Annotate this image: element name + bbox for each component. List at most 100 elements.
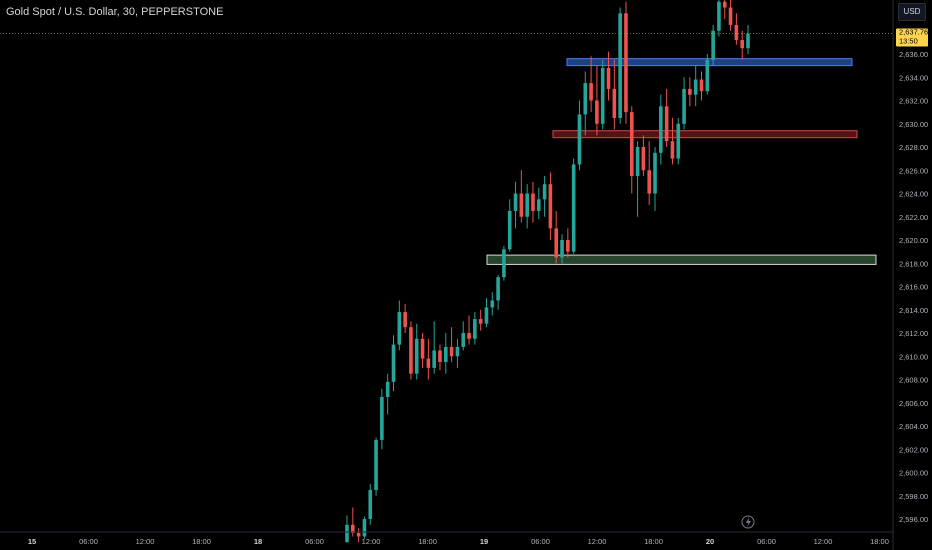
candle <box>635 141 640 217</box>
candle-body <box>374 439 378 490</box>
candle <box>519 170 524 223</box>
candle-body <box>618 13 622 118</box>
candle-body <box>595 100 599 124</box>
price-tick-label: 2,616.00 <box>899 283 928 292</box>
candle-body <box>525 193 529 217</box>
candle-body <box>467 333 471 339</box>
candlestick-series <box>345 0 750 543</box>
candle-body <box>362 519 367 537</box>
time-tick-label: 20 <box>706 537 714 546</box>
candle-body <box>391 344 396 382</box>
candle <box>490 292 495 316</box>
candle <box>647 141 652 206</box>
time-tick-label: 18:00 <box>644 537 663 546</box>
candle <box>362 516 367 539</box>
price-tick-label: 2,618.00 <box>899 259 928 268</box>
candle-body <box>560 240 564 258</box>
red-zone[interactable] <box>552 130 858 139</box>
time-tick-label: 06:00 <box>757 537 776 546</box>
price-tick-label: 2,622.00 <box>899 213 928 222</box>
candle <box>403 303 407 333</box>
candle <box>722 0 727 20</box>
lightning-icon[interactable] <box>741 515 755 529</box>
candle <box>560 234 564 264</box>
candle-body <box>670 141 675 159</box>
candle <box>554 210 559 264</box>
candle-body <box>676 123 681 159</box>
candle <box>577 100 582 171</box>
candle <box>624 1 628 124</box>
price-zones <box>486 58 877 265</box>
candle <box>432 321 436 374</box>
last-price-label: 2,637.76 13:50 <box>896 28 928 47</box>
candle-body <box>496 277 500 301</box>
candle <box>409 321 413 380</box>
candle <box>345 515 349 543</box>
time-tick-label: 18:00 <box>418 537 437 546</box>
candle <box>449 327 454 363</box>
green-zone[interactable] <box>486 254 877 265</box>
candle <box>734 13 739 45</box>
candle <box>746 24 750 54</box>
candle <box>612 59 617 130</box>
candle-body <box>438 350 442 363</box>
candle-body <box>473 319 477 339</box>
candle <box>740 30 744 60</box>
candle <box>589 56 593 113</box>
candle-body <box>688 88 692 95</box>
candle <box>478 309 483 331</box>
price-tick-label: 2,608.00 <box>899 376 928 385</box>
candle <box>728 0 733 31</box>
candle-body <box>519 193 524 217</box>
time-axis: 15 06:00 12:00 18:00 18 06:00 12:00 18:00 19 06:0… <box>28 537 889 546</box>
candle <box>566 228 570 258</box>
candle-body <box>740 40 744 49</box>
candle-body <box>513 193 518 211</box>
price-tick-label: 2,610.00 <box>899 352 928 361</box>
candle <box>595 65 599 136</box>
time-tick-label: 18:00 <box>870 537 889 546</box>
candle <box>368 484 373 525</box>
candle-body <box>461 333 466 347</box>
candle <box>705 54 710 95</box>
candle-body <box>351 524 355 533</box>
candle-body <box>722 1 727 8</box>
currency-button[interactable]: USD <box>898 3 926 21</box>
candle <box>531 181 535 223</box>
candle-body <box>566 240 570 252</box>
candle-body <box>717 1 721 31</box>
blue-zone[interactable] <box>566 58 853 67</box>
time-tick-label: 12:00 <box>588 537 607 546</box>
candle <box>548 172 553 240</box>
candle <box>438 344 442 371</box>
candle <box>391 335 396 392</box>
candle-body <box>478 319 483 324</box>
price-tick-label: 2,632.00 <box>899 97 928 106</box>
candle-body <box>629 112 634 177</box>
candle <box>385 373 390 415</box>
candle-body <box>414 338 419 374</box>
chart-title: Gold Spot / U.S. Dollar, 30, PEPPERSTONE <box>6 6 224 18</box>
candle <box>496 274 500 310</box>
candle <box>583 71 588 136</box>
candle <box>693 65 698 107</box>
candle-body <box>711 30 715 60</box>
candle <box>426 338 431 380</box>
candle <box>467 315 471 345</box>
candle-body <box>600 67 605 124</box>
price-tick-label: 2,612.00 <box>899 329 928 338</box>
candle <box>670 117 675 165</box>
candle-body <box>490 300 495 308</box>
price-tick-label: 2,626.00 <box>899 166 928 175</box>
time-tick-label: 12:00 <box>814 537 833 546</box>
candle <box>618 7 622 124</box>
candle <box>356 528 361 543</box>
candle-body <box>368 489 373 519</box>
candle <box>455 338 460 368</box>
price-tick-label: 2,598.00 <box>899 492 928 501</box>
candle-body <box>443 346 448 363</box>
candle <box>484 298 489 328</box>
candle-body <box>647 170 652 194</box>
price-tick-label: 2,634.00 <box>899 73 928 82</box>
